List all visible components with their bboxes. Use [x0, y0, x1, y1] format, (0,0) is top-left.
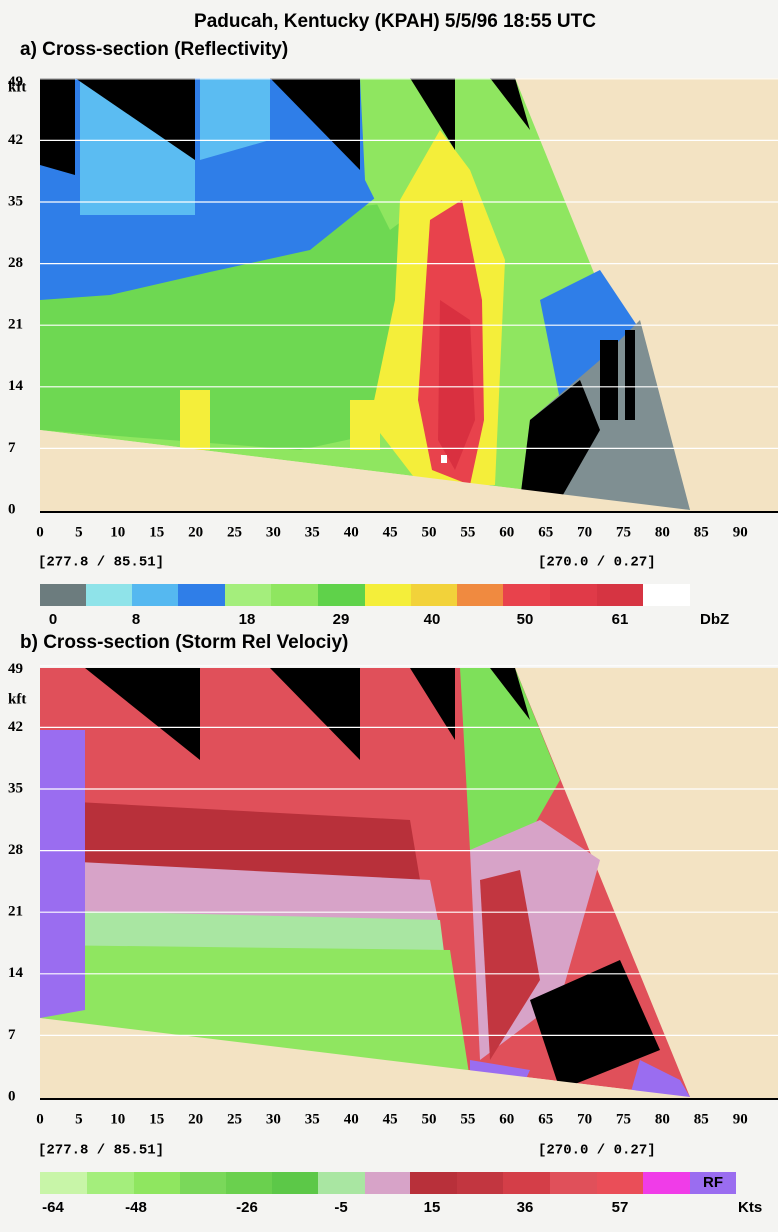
colorbar-label: 50	[517, 611, 534, 628]
x-tick-label: 60	[499, 1111, 514, 1127]
x-tick-label: 85	[694, 524, 709, 540]
x-tick-label: 70	[577, 1111, 592, 1127]
colorbar-label: 29	[333, 611, 350, 628]
x-tick-label: 0	[36, 524, 44, 540]
coord-left: [277.8 / 85.51]	[38, 555, 164, 571]
y-unit: kft	[8, 691, 26, 707]
colorbar-label: 57	[612, 1199, 629, 1216]
panel-title: b) Cross-section (Storm Rel Velociy)	[20, 632, 348, 653]
x-tick-label: 65	[538, 524, 553, 540]
y-tick-label: 28	[8, 255, 23, 271]
x-tick-label: 45	[383, 1111, 398, 1127]
colorbar-unit: DbZ	[700, 611, 729, 628]
y-unit: kft	[8, 79, 26, 95]
x-tick-label: 15	[149, 1111, 164, 1127]
x-tick-label: 65	[538, 1111, 553, 1127]
y-tick-label: 42	[8, 719, 23, 735]
y-tick-label: 14	[8, 378, 24, 394]
colorbar-label: 40	[424, 611, 441, 628]
y-tick-label: 35	[8, 193, 23, 209]
colorbar-label: -64	[42, 1199, 64, 1216]
colorbar-label: -48	[125, 1199, 147, 1216]
x-tick-label: 0	[36, 1111, 44, 1127]
x-tick-label: 10	[110, 524, 125, 540]
y-tick-label: 21	[8, 904, 23, 920]
x-tick-label: 30	[266, 524, 281, 540]
x-tick-label: 75	[616, 1111, 631, 1127]
x-tick-label: 60	[499, 524, 514, 540]
x-tick-label: 90	[733, 524, 748, 540]
x-tick-label: 75	[616, 524, 631, 540]
x-tick-label: 80	[655, 524, 670, 540]
y-tick-label: 21	[8, 317, 23, 333]
reflectivity-plot	[40, 78, 778, 513]
coord-left: [277.8 / 85.51]	[38, 1143, 164, 1159]
x-tick-label: 85	[694, 1111, 709, 1127]
x-tick-label: 20	[188, 524, 203, 540]
figure-title: Paducah, Kentucky (KPAH) 5/5/96 18:55 UT…	[194, 11, 596, 32]
x-tick-label: 90	[733, 1111, 748, 1127]
x-tick-label: 50	[422, 1111, 437, 1127]
x-tick-label: 80	[655, 1111, 670, 1127]
x-tick-label: 5	[75, 1111, 83, 1127]
x-tick-label: 40	[344, 1111, 359, 1127]
x-tick-label: 5	[75, 524, 83, 540]
y-tick-label: 7	[8, 440, 16, 456]
x-tick-label: 10	[110, 1111, 125, 1127]
y-tick-label: 0	[8, 1088, 16, 1104]
x-tick-label: 50	[422, 524, 437, 540]
y-tick-label: 35	[8, 780, 23, 796]
x-tick-label: 45	[383, 524, 398, 540]
x-tick-label: 55	[460, 1111, 475, 1127]
x-tick-label: 35	[305, 1111, 320, 1127]
colorbar-flag: RF	[703, 1174, 723, 1191]
y-tick-label: 42	[8, 132, 23, 148]
velocity-plot	[40, 668, 778, 1100]
x-tick-label: 35	[305, 524, 320, 540]
x-tick-label: 25	[227, 1111, 242, 1127]
x-tick-label: 25	[227, 524, 242, 540]
colorbar-label: -26	[236, 1199, 258, 1216]
x-tick-label: 30	[266, 1111, 281, 1127]
coord-right: [270.0 / 0.27]	[538, 555, 656, 571]
colorbar-unit: Kts	[738, 1199, 762, 1216]
panel-title: a) Cross-section (Reflectivity)	[20, 39, 288, 60]
colorbar-reflectivity	[40, 584, 690, 606]
y-tick-label: 0	[8, 501, 16, 517]
coord-right: [270.0 / 0.27]	[538, 1143, 656, 1159]
colorbar-label: -5	[334, 1199, 347, 1216]
colorbar-label: 15	[424, 1199, 441, 1216]
y-tick-label: 49	[8, 661, 23, 677]
colorbar-label: 8	[132, 611, 140, 628]
colorbar-velocity	[40, 1172, 736, 1194]
y-tick-label: 14	[8, 965, 24, 981]
y-tick-label: 49	[8, 74, 23, 90]
x-tick-label: 70	[577, 524, 592, 540]
y-tick-label: 7	[8, 1027, 16, 1043]
x-tick-label: 55	[460, 524, 475, 540]
y-tick-label: 28	[8, 842, 23, 858]
colorbar-label: 0	[49, 611, 57, 628]
x-tick-label: 20	[188, 1111, 203, 1127]
x-tick-label: 15	[149, 524, 164, 540]
colorbar-label: 18	[239, 611, 256, 628]
colorbar-label: 61	[612, 611, 629, 628]
x-tick-label: 40	[344, 524, 359, 540]
colorbar-label: 36	[517, 1199, 534, 1216]
